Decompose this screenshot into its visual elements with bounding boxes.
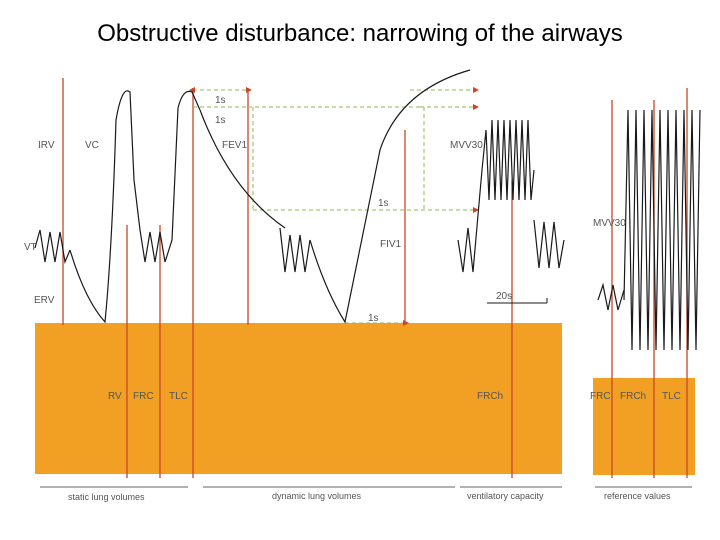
label-vc: VC	[85, 140, 99, 151]
spirometer-traces	[34, 69, 701, 351]
label-frch-a: FRCh	[477, 391, 503, 402]
label-frc-a: FRC	[133, 391, 154, 402]
label-1s-b: 1s	[215, 115, 226, 126]
arrowheads	[189, 87, 479, 326]
label-frch-b: FRCh	[620, 391, 646, 402]
label-20s: 20s	[496, 291, 512, 302]
label-1s-a: 1s	[215, 95, 226, 106]
label-fev1: FEV1	[222, 140, 247, 151]
reference-orange-panel	[593, 378, 695, 475]
label-vt: VT	[24, 242, 37, 253]
label-tlc-a: TLC	[169, 391, 188, 402]
label-1s-d: 1s	[368, 313, 379, 324]
diagram-title: Obstructive disturbance: narrowing of th…	[97, 20, 623, 47]
section-ventilatory: ventilatory capacity	[467, 491, 544, 501]
section-reference: reference values	[604, 491, 671, 501]
main-orange-panel	[35, 323, 562, 474]
label-fiv1: FIV1	[380, 239, 402, 250]
label-tlc-b: TLC	[662, 391, 681, 402]
green-guide-lines	[193, 89, 475, 324]
label-erv: ERV	[34, 295, 55, 306]
label-mvv30-a: MVV30	[450, 140, 483, 151]
label-mvv30-b: MVV30	[593, 218, 626, 229]
label-irv: IRV	[38, 140, 55, 151]
label-rv: RV	[108, 391, 122, 402]
label-1s-c: 1s	[378, 198, 389, 209]
section-static: static lung volumes	[68, 492, 145, 502]
section-dynamic: dynamic lung volumes	[272, 491, 362, 501]
label-frc-b: FRC	[590, 391, 611, 402]
